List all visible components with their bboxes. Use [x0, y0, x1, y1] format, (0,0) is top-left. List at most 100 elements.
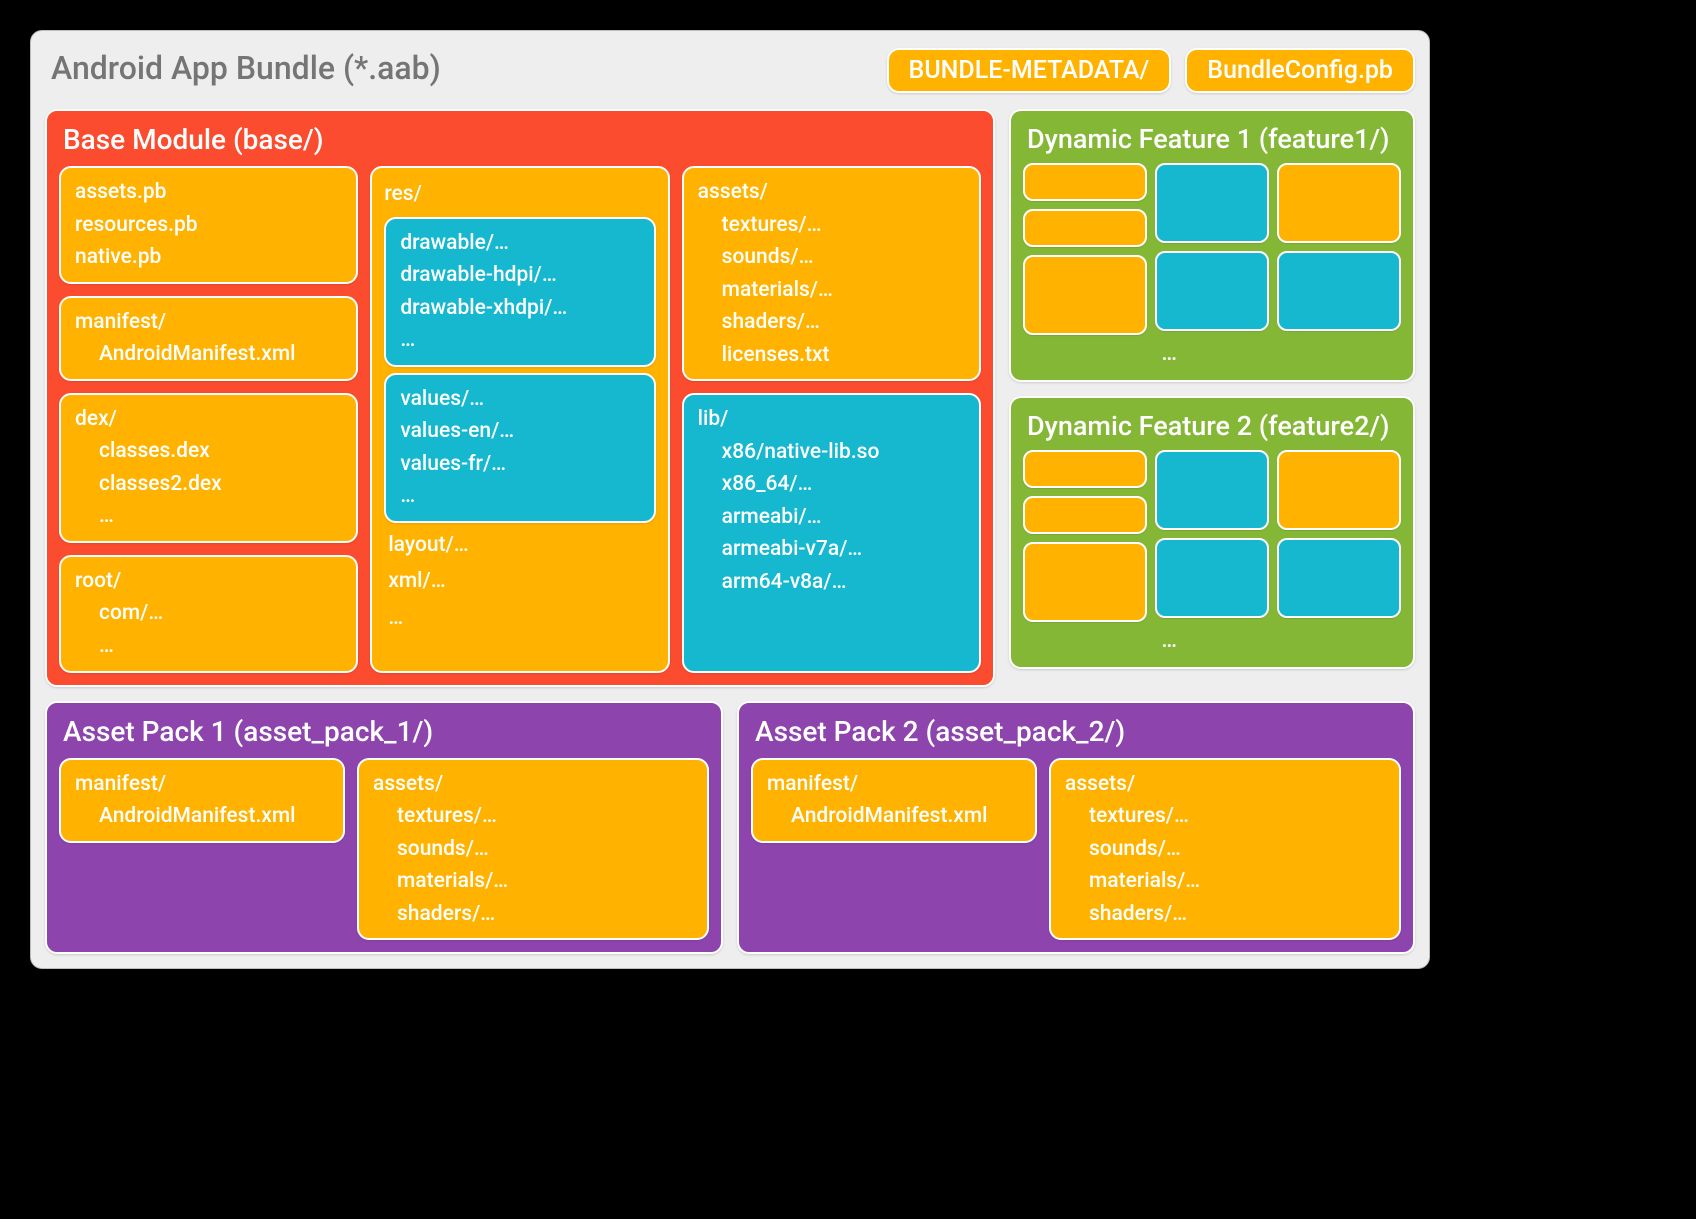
asset2-line: sounds/…: [1065, 833, 1385, 866]
assets-line: sounds/…: [698, 241, 965, 274]
base-col-res: res/ drawable/… drawable-hdpi/… drawable…: [370, 166, 669, 673]
asset-pack-2-title: Asset Pack 2 (asset_pack_2/): [755, 715, 1401, 748]
values-line: values-fr/…: [400, 448, 639, 481]
pb-file: resources.pb: [75, 209, 342, 242]
res-box: res/ drawable/… drawable-hdpi/… drawable…: [370, 166, 669, 673]
dex-line: …: [75, 500, 342, 533]
feature-mini-box: [1155, 538, 1268, 618]
asset1-line: sounds/…: [373, 833, 693, 866]
asset-pack-2: Asset Pack 2 (asset_pack_2/) manifest/ A…: [737, 701, 1415, 955]
base-module-title: Base Module (base/): [63, 123, 981, 156]
asset1-manifest-file: AndroidManifest.xml: [75, 800, 329, 833]
feature-mini-box: [1155, 450, 1268, 530]
manifest-hdr: manifest/: [75, 306, 342, 339]
lib-line: armeabi/…: [698, 501, 965, 534]
res-hdr: res/: [384, 178, 655, 211]
asset2-manifest-hdr: manifest/: [767, 768, 1021, 801]
base-columns: assets.pb resources.pb native.pb manifes…: [59, 166, 981, 673]
asset-pack-2-body: manifest/ AndroidManifest.xml assets/ te…: [751, 758, 1401, 941]
root-line: com/…: [75, 597, 342, 630]
dex-box: dex/ classes.dex classes2.dex …: [59, 393, 358, 543]
pb-file: assets.pb: [75, 176, 342, 209]
values-line: …: [400, 480, 639, 513]
feature2-body: …: [1023, 450, 1401, 655]
assets-line: licenses.txt: [698, 339, 965, 372]
android-app-bundle-diagram: Android App Bundle (*.aab) BUNDLE-METADA…: [30, 30, 1430, 969]
asset1-assets-box: assets/ textures/… sounds/… materials/… …: [357, 758, 709, 941]
feature-mini-box: [1023, 450, 1147, 488]
top-row: Android App Bundle (*.aab) BUNDLE-METADA…: [45, 45, 1415, 95]
asset-pack-1-title: Asset Pack 1 (asset_pack_1/): [63, 715, 709, 748]
asset2-assets-box: assets/ textures/… sounds/… materials/… …: [1049, 758, 1401, 941]
feature2-dots: …: [1155, 626, 1268, 655]
feature2-col3: [1277, 450, 1401, 655]
asset2-assets-hdr: assets/: [1065, 768, 1385, 801]
feature-mini-box: [1155, 251, 1268, 331]
feature1-col2: …: [1155, 163, 1268, 368]
lib-line: x86_64/…: [698, 468, 965, 501]
assets-line: shaders/…: [698, 306, 965, 339]
bundle-metadata-tag: BUNDLE-METADATA/: [887, 48, 1172, 93]
main-row: Base Module (base/) assets.pb resources.…: [45, 109, 1415, 687]
bundle-title: Android App Bundle (*.aab): [45, 45, 441, 95]
feature-mini-box: [1023, 255, 1147, 335]
drawable-line: drawable-xhdpi/…: [400, 292, 639, 325]
assets-hdr: assets/: [698, 176, 965, 209]
root-line: …: [75, 630, 342, 663]
bundle-config-tag: BundleConfig.pb: [1185, 48, 1415, 93]
feature1-col1: [1023, 163, 1147, 368]
root-box: root/ com/… …: [59, 555, 358, 673]
feature-mini-box: [1023, 163, 1147, 201]
feature1-body: …: [1023, 163, 1401, 368]
feature1-title: Dynamic Feature 1 (feature1/): [1027, 123, 1401, 155]
assets-line: materials/…: [698, 274, 965, 307]
feature-mini-box: [1155, 163, 1268, 243]
asset2-manifest-box: manifest/ AndroidManifest.xml: [751, 758, 1037, 843]
dynamic-feature-2: Dynamic Feature 2 (feature2/) …: [1009, 396, 1415, 669]
features-column: Dynamic Feature 1 (feature1/) …: [1009, 109, 1415, 687]
asset-pack-1-body: manifest/ AndroidManifest.xml assets/ te…: [59, 758, 709, 941]
feature-mini-box: [1277, 251, 1401, 331]
feature2-col2: …: [1155, 450, 1268, 655]
lib-line: arm64-v8a/…: [698, 566, 965, 599]
asset2-line: shaders/…: [1065, 898, 1385, 931]
asset1-assets-hdr: assets/: [373, 768, 693, 801]
values-line: values/…: [400, 383, 639, 416]
feature-mini-box: [1023, 209, 1147, 247]
lib-line: x86/native-lib.so: [698, 436, 965, 469]
dex-line: classes2.dex: [75, 468, 342, 501]
lib-box: lib/ x86/native-lib.so x86_64/… armeabi/…: [682, 393, 981, 672]
pb-files-box: assets.pb resources.pb native.pb: [59, 166, 358, 284]
assets-box: assets/ textures/… sounds/… materials/… …: [682, 166, 981, 381]
feature1-dots: …: [1155, 339, 1268, 368]
res-footer: layout/… xml/… …: [384, 527, 655, 637]
asset-packs-row: Asset Pack 1 (asset_pack_1/) manifest/ A…: [45, 701, 1415, 955]
asset1-line: textures/…: [373, 800, 693, 833]
asset1-line: materials/…: [373, 865, 693, 898]
values-box: values/… values-en/… values-fr/… …: [384, 373, 655, 523]
root-hdr: root/: [75, 565, 342, 598]
drawable-box: drawable/… drawable-hdpi/… drawable-xhdp…: [384, 217, 655, 367]
base-col-right: assets/ textures/… sounds/… materials/… …: [682, 166, 981, 673]
asset2-line: textures/…: [1065, 800, 1385, 833]
drawable-line: …: [400, 324, 639, 357]
pb-file: native.pb: [75, 241, 342, 274]
feature2-col1: [1023, 450, 1147, 655]
lib-hdr: lib/: [698, 403, 965, 436]
base-module: Base Module (base/) assets.pb resources.…: [45, 109, 995, 687]
feature1-col3: [1277, 163, 1401, 368]
asset-pack-1: Asset Pack 1 (asset_pack_1/) manifest/ A…: [45, 701, 723, 955]
values-line: values-en/…: [400, 415, 639, 448]
res-footer-line: xml/…: [388, 563, 655, 600]
assets-line: textures/…: [698, 209, 965, 242]
feature2-title: Dynamic Feature 2 (feature2/): [1027, 410, 1401, 442]
asset2-line: materials/…: [1065, 865, 1385, 898]
feature-mini-box: [1277, 450, 1401, 530]
feature-mini-box: [1023, 496, 1147, 534]
lib-line: armeabi-v7a/…: [698, 533, 965, 566]
manifest-box: manifest/ AndroidManifest.xml: [59, 296, 358, 381]
manifest-file: AndroidManifest.xml: [75, 338, 342, 371]
res-footer-line: layout/…: [388, 527, 655, 564]
dex-line: classes.dex: [75, 435, 342, 468]
base-col-left: assets.pb resources.pb native.pb manifes…: [59, 166, 358, 673]
